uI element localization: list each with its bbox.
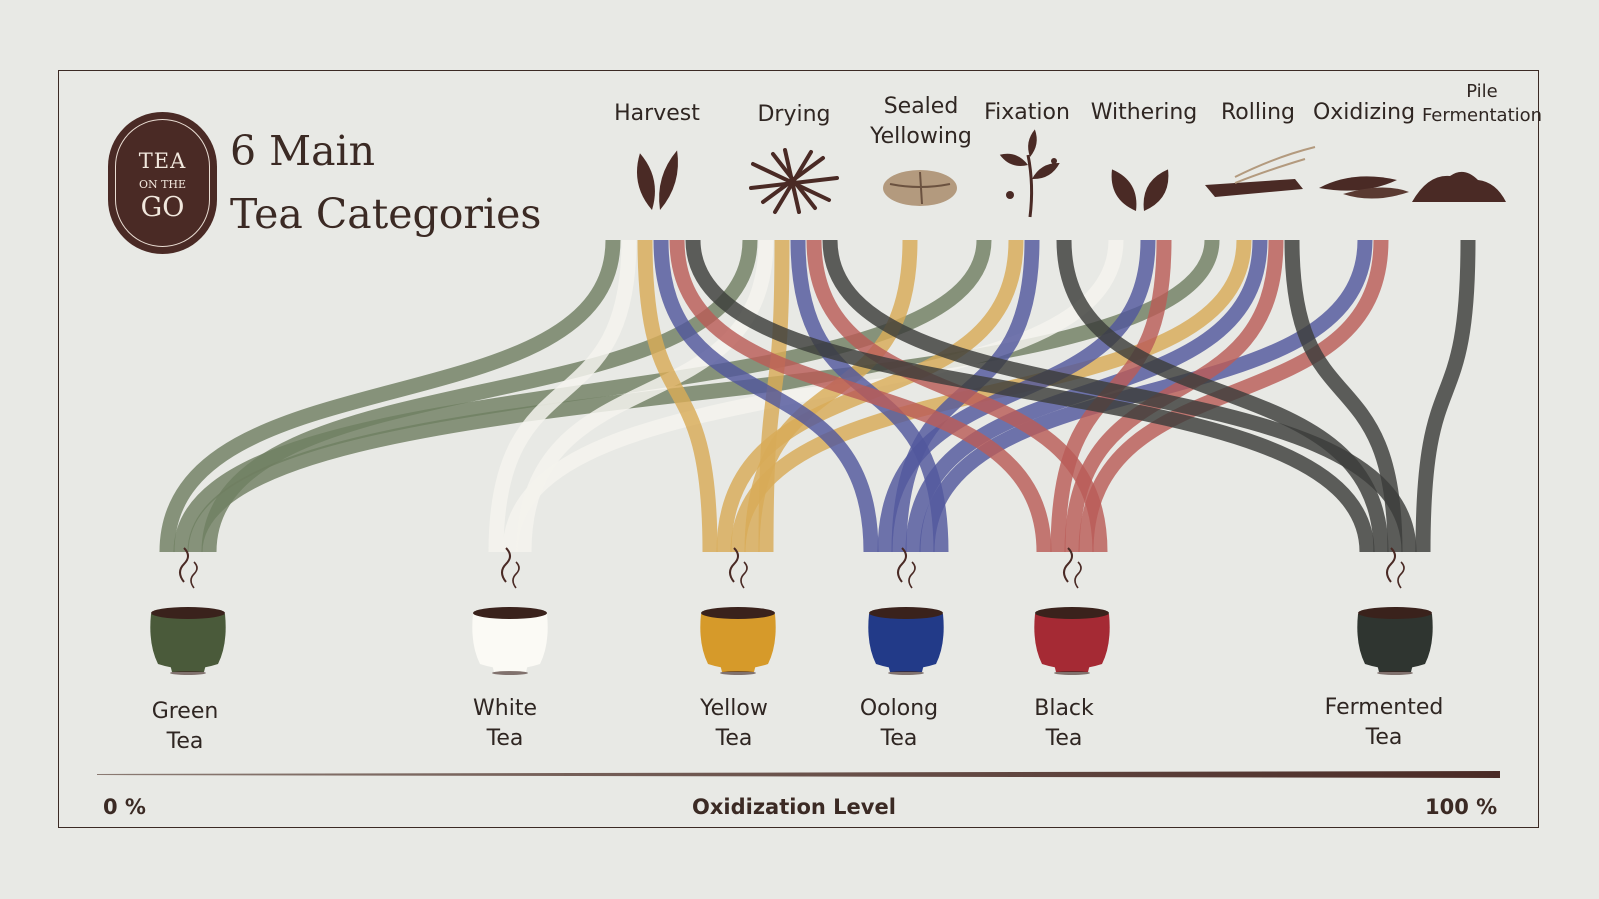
step-label-rolling: Rolling — [1220, 100, 1296, 125]
axis-max-label: 100 % — [1425, 795, 1498, 819]
title-line-2: Tea Categories — [230, 190, 542, 238]
step-label-withering: Withering — [1090, 100, 1198, 125]
category-green-l1: Green — [151, 699, 219, 724]
logo-line-1: TEA — [138, 149, 187, 173]
category-yellow-l1: Yellow — [700, 696, 768, 721]
category-label-green: Green Tea — [152, 697, 219, 757]
step-label-drying: Drying — [757, 102, 831, 127]
flow-white-drying — [516, 239, 774, 553]
tea-sprig-icon — [999, 129, 1060, 218]
category-label-yellow: Yellow Tea — [700, 694, 768, 754]
flow-black-harvest — [669, 239, 1052, 553]
flow-black-drying — [806, 239, 1108, 553]
step-label-sealed-l1: Sealed — [883, 94, 959, 119]
category-black-l2: Tea — [1045, 726, 1083, 751]
category-oolong-l1: Oolong — [859, 696, 939, 721]
category-white-l1: White — [473, 696, 537, 721]
step-label-fixation: Fixation — [984, 100, 1070, 125]
tea-cup-icon — [150, 547, 226, 675]
category-label-fermented: Fermented Tea — [1325, 693, 1444, 753]
step-label-pile-l1: Pile — [1466, 81, 1498, 102]
tea-cup-icon — [1357, 547, 1433, 675]
step-label-sealed-l2: Yellowing — [870, 124, 972, 149]
axis-title: Oxidization Level — [692, 795, 896, 819]
category-label-oolong: Oolong Tea — [860, 694, 938, 754]
category-oolong-l2: Tea — [880, 726, 918, 751]
axis-min-label: 0 % — [103, 795, 146, 819]
brand-logo: TEA ON THE GO — [108, 112, 217, 254]
step-label-harvest: Harvest — [614, 101, 700, 126]
oxidization-bar — [97, 771, 1500, 778]
tea-cup-icon — [700, 547, 776, 675]
leaf-pile-icon — [1412, 171, 1506, 202]
step-label-oxidizing: Oxidizing — [1312, 100, 1416, 125]
flow-fermented-fixation — [1056, 239, 1389, 553]
oxidized-leaves-icon — [1319, 176, 1409, 199]
tea-leaves-icon — [637, 150, 678, 210]
step-label-pile-fermentation: Pile Fermentation — [1422, 80, 1542, 128]
frame-border — [58, 70, 1539, 828]
logo-line-3: GO — [140, 192, 185, 223]
dried-leaves-icon — [749, 148, 839, 214]
flow-fermented-drying — [822, 239, 1417, 553]
step-label-pile-l2: Fermentation — [1421, 105, 1543, 126]
flow-yellow-harvest — [637, 239, 718, 553]
flow-green-drying — [201, 239, 758, 553]
logo-line-2: ON THE — [138, 178, 187, 191]
flow-white-harvest — [488, 239, 637, 553]
tea-cups — [150, 547, 1433, 675]
tea-cup-icon — [868, 547, 944, 675]
sealed-package-icon — [883, 170, 957, 206]
flow-oolong-harvest — [653, 239, 879, 553]
category-white-l2: Tea — [486, 726, 524, 751]
flow-green-fixation — [173, 239, 992, 553]
tea-cup-icon — [472, 547, 548, 675]
flow-ribbons — [159, 239, 1476, 553]
flow-fermented-pile — [1415, 239, 1476, 553]
category-yellow-l2: Tea — [715, 726, 753, 751]
tea-cup-icon — [1034, 547, 1110, 675]
category-black-l1: Black — [1034, 696, 1094, 721]
category-fermented-l2: Tea — [1365, 725, 1403, 750]
logo-border — [115, 119, 210, 247]
wilting-leaves-icon — [1111, 165, 1169, 213]
category-green-l2: Tea — [166, 729, 204, 754]
hand-rolling-icon — [1205, 146, 1316, 197]
category-label-white: White Tea — [473, 694, 537, 754]
title-line-1: 6 Main — [230, 127, 376, 175]
category-fermented-l1: Fermented — [1324, 695, 1444, 720]
flow-green-harvest — [159, 239, 621, 553]
category-label-black: Black Tea — [1034, 694, 1094, 754]
flow-fermented-harvest — [685, 239, 1375, 553]
step-label-sealed-yellowing: Sealed Yellowing — [870, 92, 972, 152]
